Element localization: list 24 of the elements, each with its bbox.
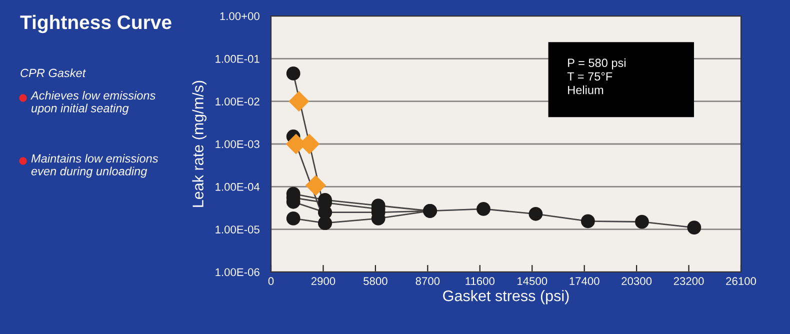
x-tick-label: 23200	[674, 277, 704, 286]
text: Achieves low emissions upon initial seating	[30, 91, 156, 115]
y-tick-label: 1.00E-05	[216, 226, 260, 234]
x-axis-title: Gasket stress (psi)	[443, 290, 569, 304]
y-axis-title: Leak rate (mg/m/s)	[192, 80, 206, 207]
x-tick-label: 0	[268, 277, 274, 286]
x-tick-label: 8700	[416, 277, 440, 286]
x-tick-label: 2900	[311, 277, 336, 286]
y-tick-label: 1.00E-02	[216, 98, 260, 106]
text: CPR Gasket	[20, 68, 86, 78]
annotation: P = 580 psi T = 75°F Helium	[567, 58, 626, 94]
x-tick-label: 20300	[622, 277, 652, 286]
y-tick-label: 1.00E-01	[216, 54, 260, 63]
y-tick-label: 1.00+00	[220, 12, 260, 20]
x-tick-label: 11600	[466, 277, 494, 286]
text: Tightness Curve	[20, 14, 172, 34]
x-tick-label: 14500	[518, 277, 548, 286]
x-tick-label: 17400	[570, 277, 600, 286]
y-tick-label: 1.00E-03	[216, 140, 260, 148]
x-tick-label: 5800	[364, 277, 388, 286]
text: Maintains low emissions even during unloading	[31, 154, 158, 178]
y-tick-label: 1.00E-06	[216, 268, 260, 276]
x-tick-label: 26100	[726, 277, 756, 286]
y-tick-label: 1.00E-04	[216, 182, 260, 191]
